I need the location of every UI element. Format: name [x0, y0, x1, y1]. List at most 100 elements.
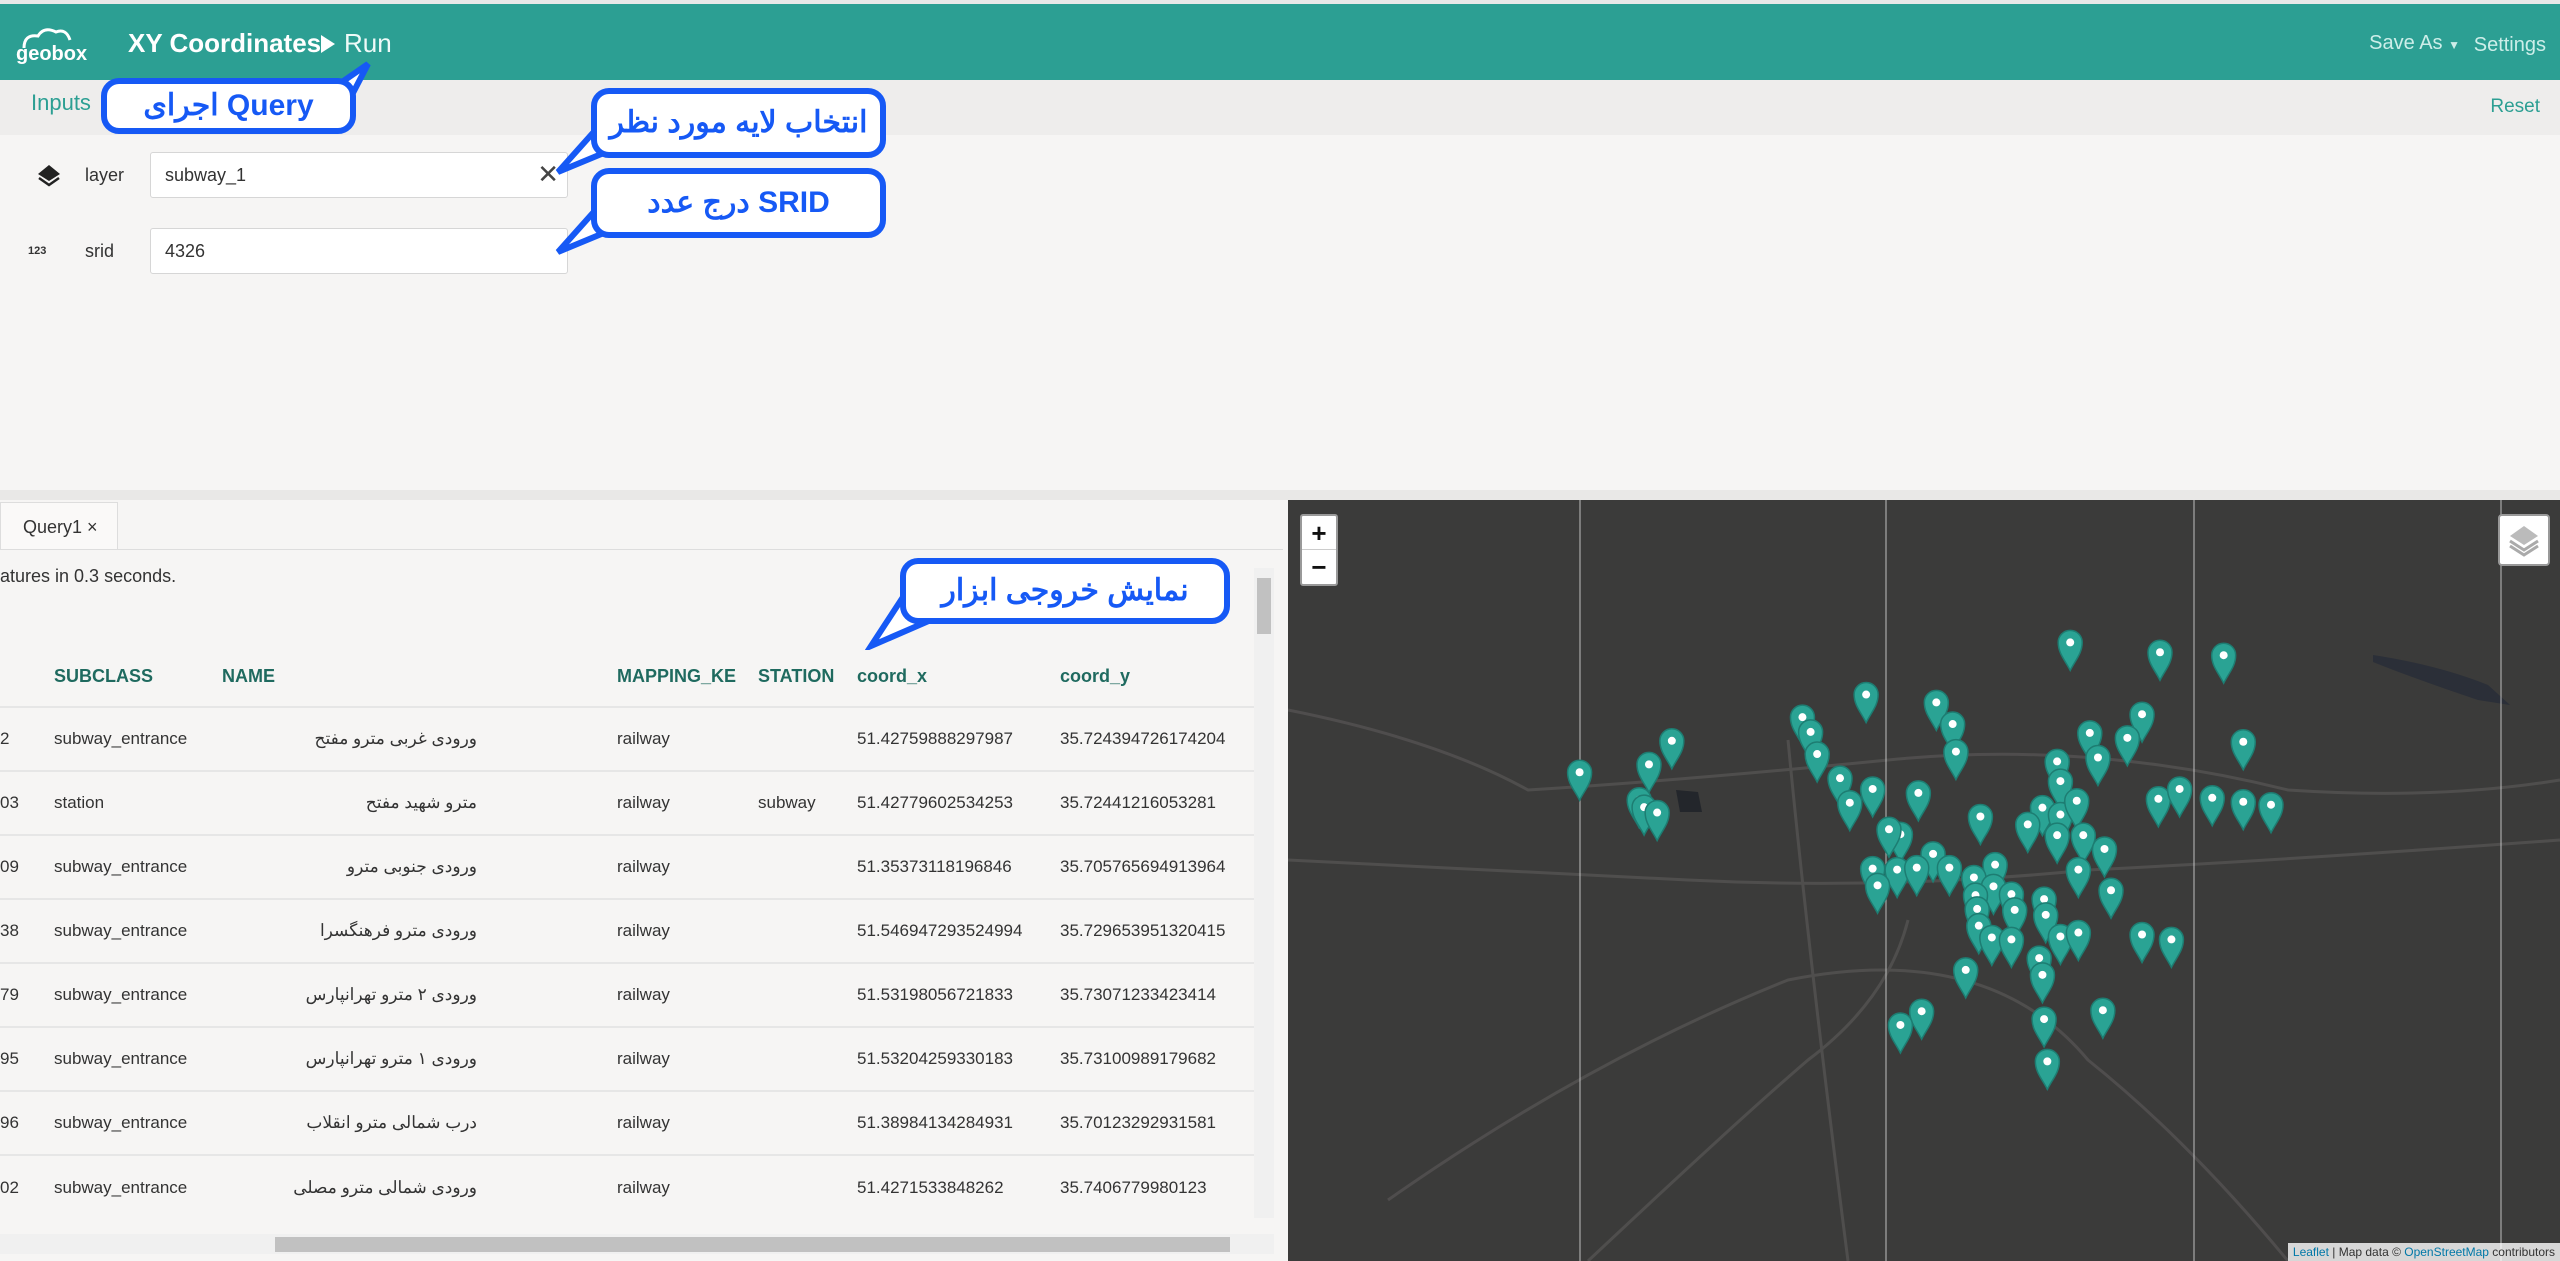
- map-marker-icon[interactable]: [2098, 877, 2124, 920]
- map-marker-icon[interactable]: [2001, 897, 2028, 940]
- map-marker-icon[interactable]: [2085, 744, 2111, 788]
- table-cell: ورودی مترو فرهنگسرا: [222, 898, 617, 963]
- srid-label: srid: [85, 241, 115, 261]
- map-marker-icon[interactable]: [2129, 921, 2155, 965]
- map-marker-icon[interactable]: [2057, 629, 2083, 673]
- leaflet-link[interactable]: Leaflet: [2292, 1245, 2329, 1259]
- map-marker-icon[interactable]: [2015, 811, 2041, 855]
- column-header[interactable]: [0, 647, 54, 707]
- table-cell: درب شمالی مترو انقلاب: [222, 1090, 617, 1155]
- map-marker-icon[interactable]: [1887, 1012, 1914, 1055]
- tab-query1[interactable]: Query1 ×: [0, 502, 118, 550]
- table-row[interactable]: 03 station مترو شهید مفتح railway subway 51.4…: [0, 770, 1254, 835]
- srid-input[interactable]: 4326: [150, 228, 568, 274]
- panel-splitter[interactable]: [0, 490, 2560, 500]
- table-cell: ورودی شمالی مترو مصلی: [222, 1154, 617, 1219]
- map-marker-icon[interactable]: [1827, 765, 1853, 808]
- map-marker-icon[interactable]: [1566, 759, 1593, 802]
- map-marker-icon[interactable]: [1797, 719, 1824, 762]
- map-marker-icon[interactable]: [1864, 872, 1891, 916]
- table-row[interactable]: 38 subway_entrance ورودی مترو فرهنگسرا rail…: [0, 898, 1254, 963]
- map-marker-icon[interactable]: [2065, 856, 2092, 900]
- map-marker-icon[interactable]: [2145, 786, 2172, 829]
- table-cell: 35.70123292931581: [1060, 1090, 1254, 1155]
- map-marker-icon[interactable]: [1905, 780, 1932, 823]
- map-marker-icon[interactable]: [2031, 1006, 2057, 1049]
- table-cell: 35.724394726174204: [1060, 706, 1254, 771]
- zoom-in-button[interactable]: +: [1302, 516, 1336, 550]
- geobox-logo[interactable]: geobox: [14, 26, 106, 64]
- column-header[interactable]: coord_x: [857, 666, 928, 686]
- table-row[interactable]: 95 subway_entrance ورودی ۱ مترو تهرانپارس r…: [0, 1026, 1254, 1091]
- map-marker-icon[interactable]: [2044, 822, 2070, 865]
- map-marker-icon[interactable]: [1923, 689, 1950, 733]
- inputs-tab[interactable]: Inputs: [31, 90, 91, 115]
- map-marker-icon[interactable]: [2065, 919, 2092, 963]
- table-cell: subway_entrance: [54, 1154, 222, 1219]
- map-marker-icon[interactable]: [2090, 997, 2116, 1040]
- map-marker-icon[interactable]: [2230, 788, 2257, 832]
- map-marker-icon[interactable]: [1804, 741, 1830, 784]
- zoom-out-button[interactable]: −: [1311, 552, 1327, 582]
- map-marker-icon[interactable]: [2077, 720, 2103, 763]
- map-marker-icon[interactable]: [1859, 776, 1886, 819]
- map-marker-icon[interactable]: [2063, 788, 2090, 831]
- column-header[interactable]: STATION: [758, 666, 835, 686]
- map-marker-icon[interactable]: [1659, 728, 1685, 771]
- layer-select[interactable]: subway_1 ✕: [150, 152, 568, 198]
- map-marker-icon[interactable]: [1998, 926, 2025, 970]
- scroll-thumb[interactable]: [1257, 578, 1271, 634]
- vertical-scrollbar[interactable]: [1254, 568, 1274, 1218]
- map-marker-icon[interactable]: [2158, 926, 2185, 970]
- column-header[interactable]: NAME: [222, 666, 275, 686]
- settings-button[interactable]: Settings: [2473, 34, 2546, 56]
- map[interactable]: + − Leaflet | Map data © OpenStreetMap c…: [1288, 500, 2560, 1261]
- map-marker-icon[interactable]: [2091, 836, 2118, 879]
- table-row[interactable]: 02 subway_entrance ورودی شمالی مترو مصلی ra…: [0, 1154, 1254, 1219]
- layers-icon: [38, 165, 60, 187]
- map-marker-icon[interactable]: [1876, 816, 1902, 859]
- map-marker-icon[interactable]: [2258, 791, 2284, 835]
- clear-icon[interactable]: ✕: [537, 159, 559, 189]
- table-cell: ورودی ۲ مترو تهرانپارس: [222, 962, 617, 1027]
- map-marker-icon[interactable]: [2147, 639, 2173, 682]
- reset-button[interactable]: Reset: [2490, 96, 2540, 117]
- save-as-dropdown[interactable]: Save As ▼: [2369, 32, 2460, 55]
- table-row[interactable]: 96 subway_entrance درب شمالی مترو انقلاب ra…: [0, 1090, 1254, 1155]
- run-button[interactable]: Run: [320, 28, 392, 59]
- map-marker-icon[interactable]: [2199, 785, 2225, 828]
- column-header[interactable]: coord_y: [1060, 666, 1131, 686]
- table-cell: ورودی جنوبی مترو: [222, 834, 617, 899]
- map-marker-icon[interactable]: [2114, 725, 2141, 768]
- map-marker-icon[interactable]: [2166, 776, 2193, 819]
- column-header[interactable]: MAPPING_KE: [617, 666, 737, 686]
- table-row[interactable]: 09 subway_entrance ورودی جنوبی مترو railway…: [0, 834, 1254, 899]
- osm-link[interactable]: OpenStreetMap: [2404, 1245, 2489, 1259]
- map-marker-icon[interactable]: [1903, 854, 1930, 898]
- map-marker-icon[interactable]: [1644, 799, 1670, 843]
- map-marker-icon[interactable]: [1936, 854, 1963, 898]
- table-cell: subway: [758, 770, 857, 835]
- svg-text:geobox: geobox: [16, 43, 87, 64]
- layer-switcher-button[interactable]: [2498, 514, 2550, 566]
- map-marker-icon[interactable]: [1939, 711, 1966, 754]
- map-marker-icon[interactable]: [2034, 1048, 2061, 1092]
- table-row[interactable]: 79 subway_entrance ورودی ۲ مترو تهرانپارس r…: [0, 962, 1254, 1027]
- map-marker-icon[interactable]: [2230, 729, 2257, 772]
- map-marker-icon[interactable]: [1967, 803, 1994, 847]
- attribution-text: | Map data ©: [2328, 1245, 2405, 1259]
- map-marker-icon[interactable]: [1952, 957, 1979, 1000]
- map-marker-icon[interactable]: [2129, 701, 2155, 744]
- table-row[interactable]: 2 subway_entrance ورودی غربی مترو مفتح rail…: [0, 706, 1254, 771]
- map-marker-icon[interactable]: [2070, 822, 2097, 865]
- map-marker-icon[interactable]: [1943, 738, 1969, 782]
- column-header[interactable]: SUBCLASS: [54, 666, 154, 686]
- scroll-thumb[interactable]: [275, 1237, 1230, 1252]
- map-marker-icon[interactable]: [1837, 789, 1863, 833]
- horizontal-scrollbar[interactable]: [0, 1234, 1274, 1254]
- map-marker-icon[interactable]: [1908, 998, 1935, 1041]
- map-marker-icon[interactable]: [1636, 751, 1662, 795]
- map-marker-icon[interactable]: [2210, 642, 2237, 685]
- map-marker-icon[interactable]: [2029, 962, 2056, 1005]
- map-marker-icon[interactable]: [1853, 681, 1879, 725]
